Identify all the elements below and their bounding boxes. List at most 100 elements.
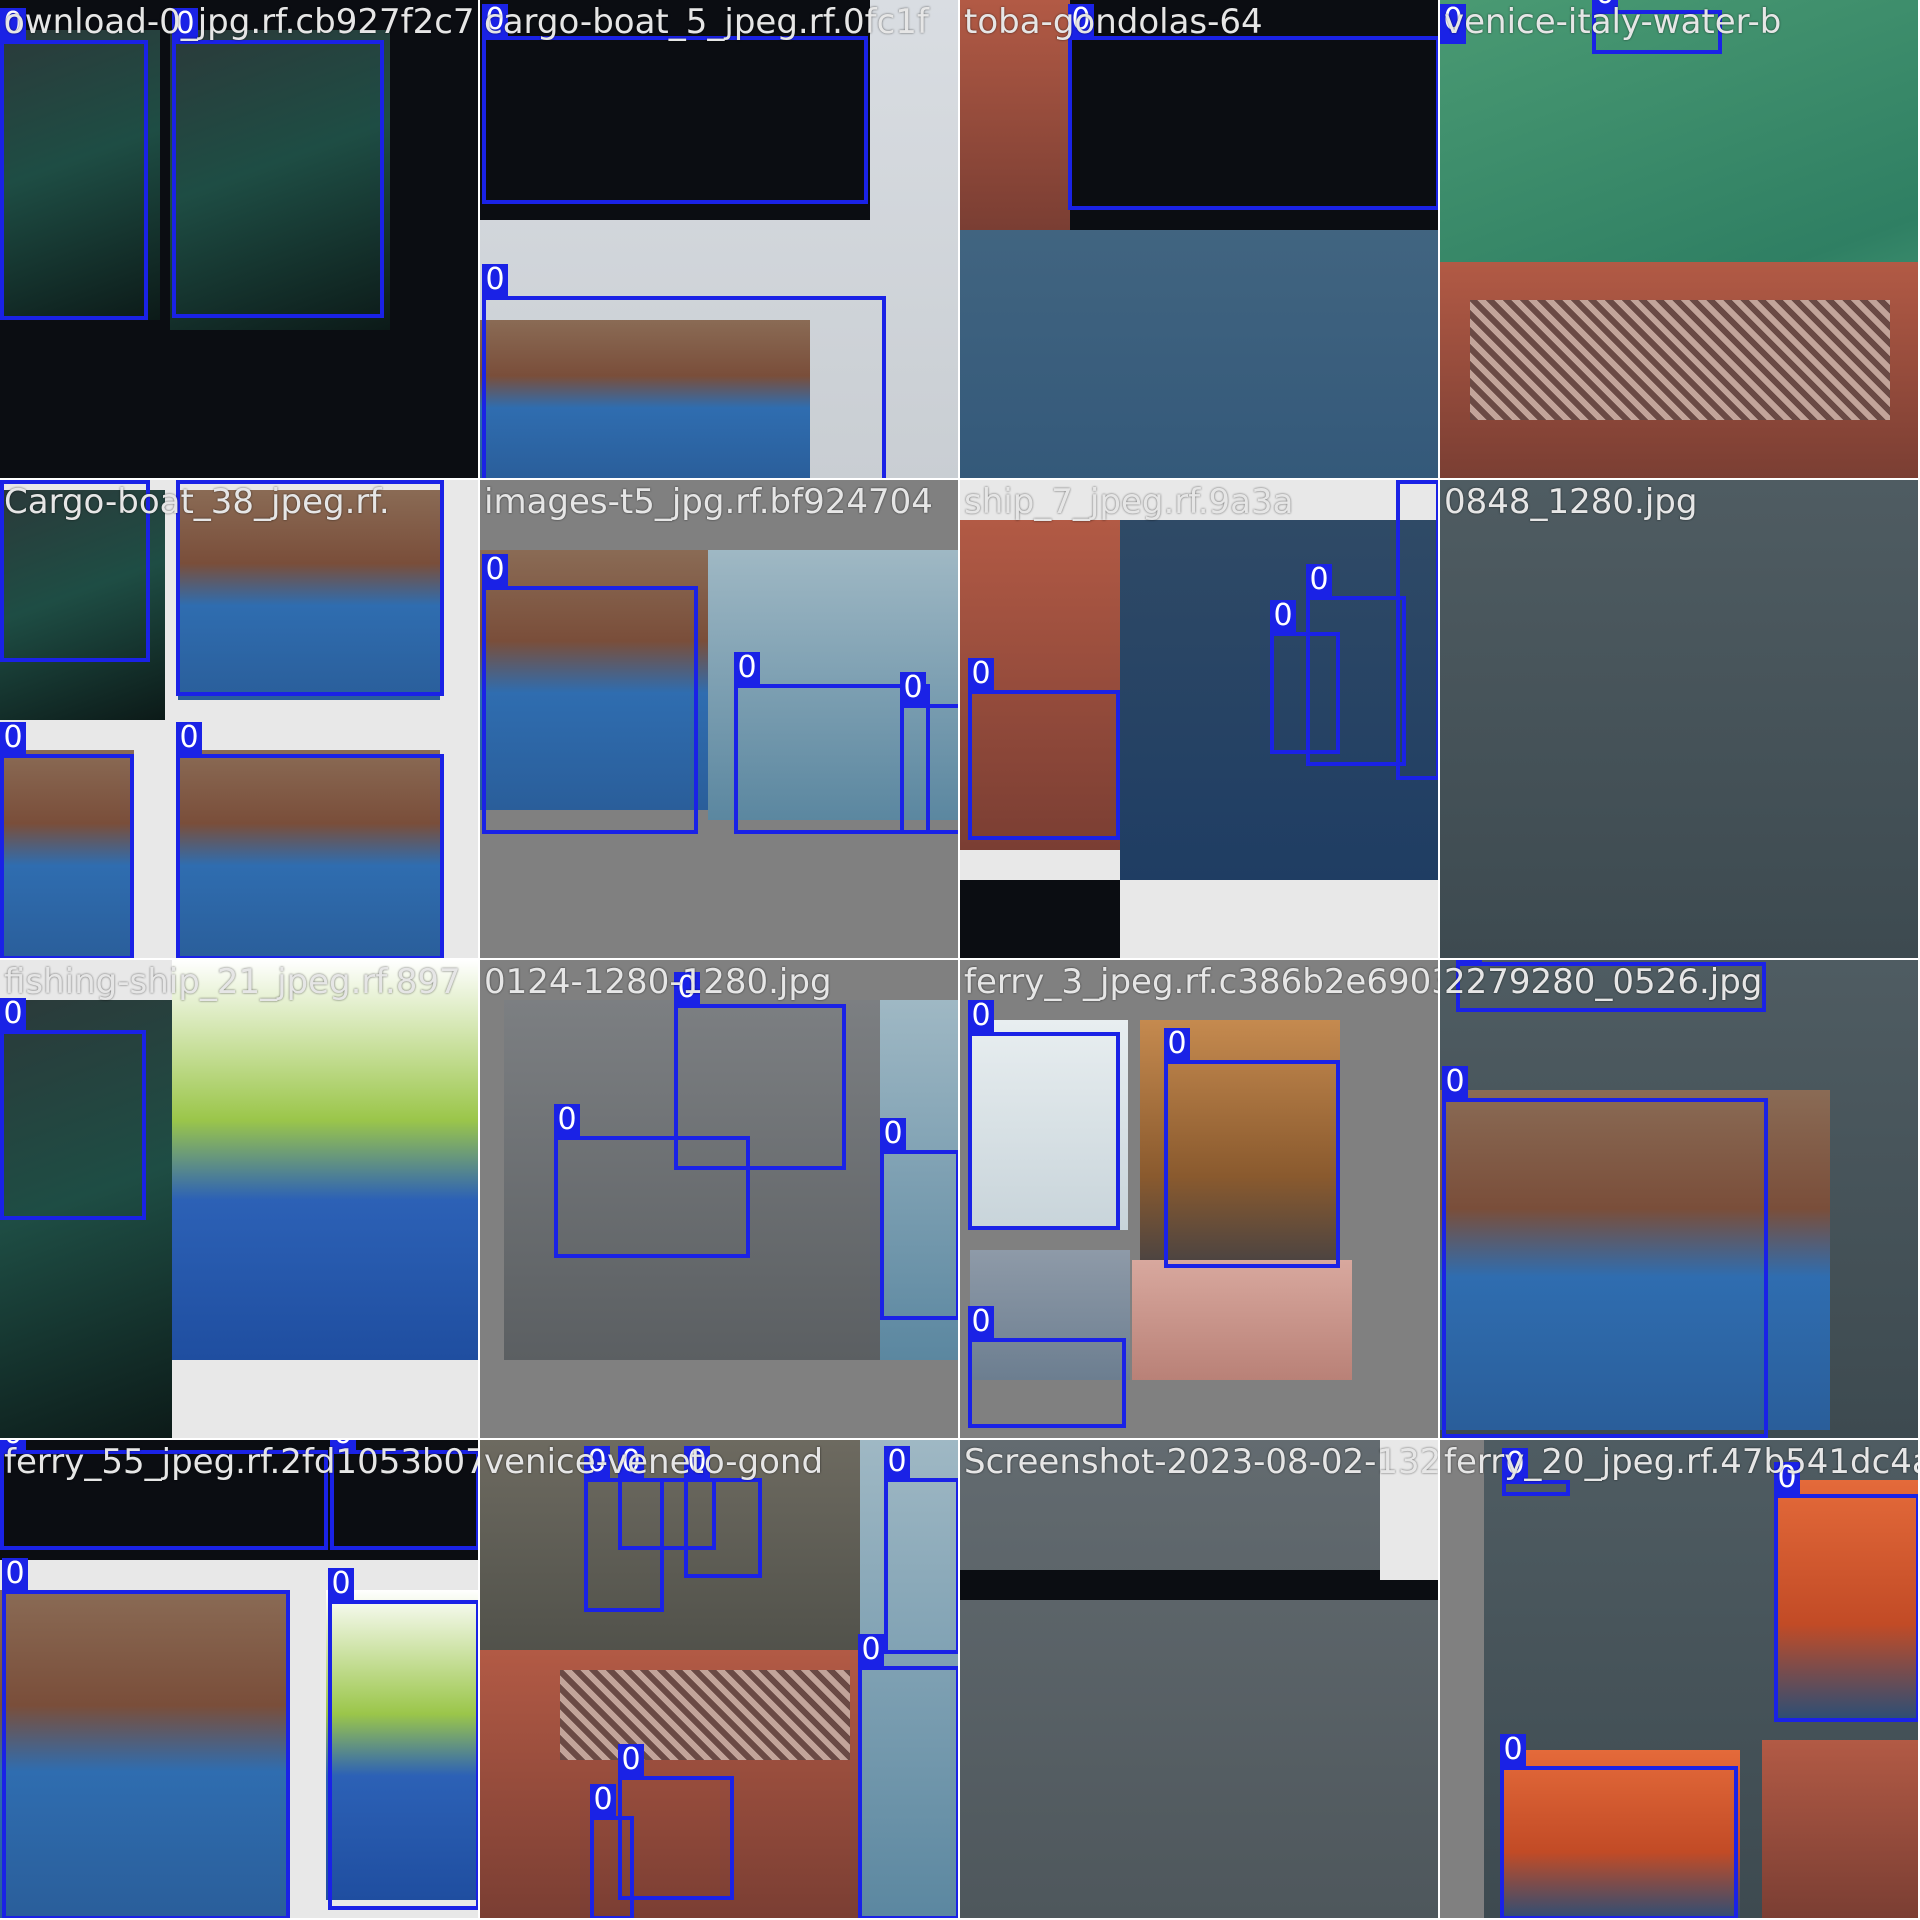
- tile-label: ferry_3_jpeg.rf.c386b2e6903: [964, 962, 1440, 1002]
- tile-8: 0848_1280.jpg: [1440, 480, 1920, 960]
- tile-2: cargo-boat_5_jpeg.rf.0fc1f 0 0: [480, 0, 960, 480]
- tile-label: cargo-boat_5_jpeg.rf.0fc1f: [484, 2, 929, 42]
- bounding-box: 0: [176, 480, 444, 696]
- photo-region: [326, 1590, 478, 1900]
- photo-region: [1500, 1750, 1740, 1918]
- tile-label: images-t5_jpg.rf.bf924704: [484, 482, 933, 522]
- bounding-box: 0: [858, 1634, 958, 1918]
- bounding-box: 0: [884, 1446, 958, 1654]
- tile-label: 0124-1280-1280.jpg: [484, 962, 832, 1002]
- box-class-tag: 0: [482, 4, 508, 36]
- bounding-box: 0: [330, 1440, 478, 1550]
- tile-12: 2279280_0526.jpg 0 0: [1440, 960, 1920, 1440]
- bounding-box: 0: [734, 652, 930, 834]
- box-class-tag: 0: [554, 1104, 580, 1136]
- box-class-tag: 0: [584, 1446, 610, 1478]
- bounding-box: 0: [0, 722, 134, 958]
- box-class-tag: 0: [1456, 960, 1482, 962]
- box-class-tag: 0: [880, 1118, 906, 1150]
- tile-13: ferry_55_jpeg.rf.2fd1053b07 0 0 0 0: [0, 1440, 480, 1920]
- box-class-tag: 0: [1502, 1448, 1528, 1480]
- box-class-tag: 0: [1270, 600, 1296, 632]
- photo-region: [480, 320, 810, 478]
- bounding-box: 0: [880, 1118, 958, 1320]
- bounding-box: 0: [554, 1104, 750, 1258]
- bounding-box: 0: [172, 8, 384, 318]
- box-class-tag: 0: [1306, 564, 1332, 596]
- bounding-box: 0: [968, 1000, 1120, 1230]
- bounding-box: 0: [968, 1306, 1126, 1428]
- tile-3: toba-gondolas-64 0: [960, 0, 1440, 480]
- bounding-box: 0: [1270, 600, 1340, 754]
- bounding-box: 0: [900, 672, 958, 834]
- bounding-box: 0: [1068, 4, 1438, 210]
- tile-9: fishing-ship_21_jpeg.rf.897 0: [0, 960, 480, 1440]
- tile-label: venice-veneto-gond: [484, 1442, 824, 1482]
- photo-region: [0, 1590, 290, 1918]
- box-class-tag: 0: [618, 1446, 644, 1478]
- tile-label: ferry_55_jpeg.rf.2fd1053b07: [4, 1442, 480, 1482]
- bounding-box: 0: [618, 1744, 734, 1900]
- bounding-box: 0: [584, 1446, 664, 1612]
- box-class-tag: 0: [0, 722, 26, 754]
- photo-region: [178, 490, 440, 700]
- photo-region: [960, 1570, 1438, 1600]
- tile-15: Screenshot-2023-08-02-132: [960, 1440, 1440, 1920]
- bounding-box: 0: [1396, 480, 1438, 780]
- bounding-box: 0: [1774, 1462, 1918, 1722]
- tile-16: ferry_20_jpeg.rf.47b541dc4a 0 0 0: [1440, 1440, 1920, 1920]
- bounding-box: 0: [2, 1558, 290, 1918]
- bounding-box: 0: [684, 1446, 762, 1578]
- bounding-box: 0: [176, 722, 444, 958]
- tile-7: ship_7_jpeg.rf.9a3a 0 0 0 0: [960, 480, 1440, 960]
- tile-label: Screenshot-2023-08-02-132: [964, 1442, 1440, 1482]
- photo-region: [170, 30, 390, 330]
- box-class-tag: 0: [884, 1446, 910, 1478]
- photo-region: [172, 960, 478, 1360]
- photo-region: [1132, 1260, 1352, 1380]
- box-class-tag: 0: [176, 722, 202, 754]
- bounding-box: 0: [482, 4, 868, 204]
- box-class-tag: 0: [328, 1568, 354, 1600]
- bounding-box: 0: [1442, 1066, 1768, 1438]
- box-class-tag: 0: [482, 264, 508, 296]
- photo-region: [960, 880, 1120, 958]
- box-class-tag: 0: [684, 1446, 710, 1478]
- box-class-tag: 0: [968, 1000, 994, 1032]
- box-class-tag: 0: [0, 1440, 26, 1450]
- box-class-tag: 0: [734, 652, 760, 684]
- bounding-box: 0: [482, 554, 698, 834]
- tile-4: venice-italy-water-b 0 0: [1440, 0, 1920, 480]
- tile-label: 0848_1280.jpg: [1444, 482, 1698, 522]
- tile-14: venice-veneto-gond 0 0 0 0 0 0 0: [480, 1440, 960, 1920]
- tile-5: Cargo-boat_38_jpeg.rf. 0 0 0 0: [0, 480, 480, 960]
- photo-region: [880, 1000, 958, 1360]
- photo-region: [1380, 1440, 1438, 1580]
- tile-label: toba-gondolas-64: [964, 2, 1263, 42]
- box-class-tag: 0: [0, 8, 26, 40]
- box-class-tag: 0: [1164, 1028, 1190, 1060]
- box-class-tag: 0: [900, 672, 926, 704]
- bounding-box: 0: [0, 8, 148, 320]
- bounding-box: 0: [0, 480, 150, 662]
- bounding-box: 0: [1440, 4, 1466, 44]
- box-class-tag: 0: [590, 1784, 616, 1816]
- bounding-box: 0: [968, 658, 1120, 840]
- bounding-box: 0: [1456, 960, 1766, 1012]
- bounding-box: 0: [0, 1440, 328, 1550]
- box-class-tag: 0: [0, 998, 26, 1030]
- box-class-tag: 0: [1442, 1066, 1468, 1098]
- bounding-box: 0: [1164, 1028, 1340, 1268]
- photo-region: [1774, 1480, 1918, 1720]
- photo-region: [968, 1020, 1128, 1230]
- bounding-box: 0: [1306, 564, 1406, 766]
- tile-label: Cargo-boat_38_jpeg.rf.: [4, 482, 390, 522]
- photo-region: [0, 750, 134, 958]
- tile-label: ownload-0_jpg.rf.cb927f2c7: [4, 2, 475, 42]
- box-class-tag: 0: [1500, 1734, 1526, 1766]
- tile-label: fishing-ship_21_jpeg.rf.897: [4, 962, 461, 1002]
- box-class-tag: 0: [482, 554, 508, 586]
- photo-region: [860, 1440, 958, 1918]
- tile-label: ferry_20_jpeg.rf.47b541dc4a: [1444, 1442, 1920, 1482]
- tile-10: 0124-1280-1280.jpg 0 0 0: [480, 960, 960, 1440]
